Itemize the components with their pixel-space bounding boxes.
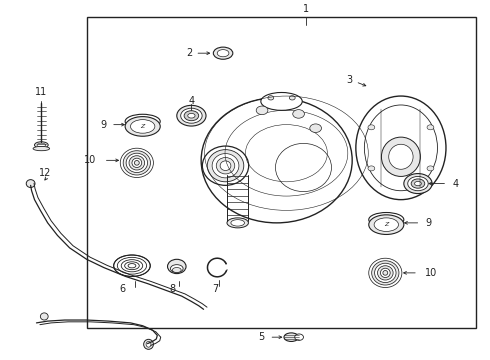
Ellipse shape xyxy=(129,156,145,170)
Ellipse shape xyxy=(231,220,245,226)
Ellipse shape xyxy=(184,111,199,121)
Ellipse shape xyxy=(117,257,147,274)
Ellipse shape xyxy=(120,148,153,177)
Text: 9: 9 xyxy=(100,120,106,130)
Circle shape xyxy=(289,96,295,100)
Ellipse shape xyxy=(227,218,248,228)
Ellipse shape xyxy=(125,117,160,136)
Ellipse shape xyxy=(404,174,432,194)
Ellipse shape xyxy=(146,342,151,347)
Ellipse shape xyxy=(372,261,399,285)
Text: 1: 1 xyxy=(303,4,309,14)
Circle shape xyxy=(310,124,321,132)
Circle shape xyxy=(293,110,304,118)
Ellipse shape xyxy=(369,212,404,227)
Ellipse shape xyxy=(380,268,390,278)
Ellipse shape xyxy=(134,161,139,165)
Ellipse shape xyxy=(132,158,142,167)
Ellipse shape xyxy=(188,113,195,118)
Ellipse shape xyxy=(171,265,183,273)
Text: 12: 12 xyxy=(39,168,51,178)
Ellipse shape xyxy=(201,98,352,223)
Text: 4: 4 xyxy=(188,96,195,107)
Ellipse shape xyxy=(124,262,139,270)
Circle shape xyxy=(368,125,375,130)
Ellipse shape xyxy=(33,147,49,151)
Ellipse shape xyxy=(212,154,239,178)
Circle shape xyxy=(256,106,268,114)
Ellipse shape xyxy=(389,144,413,169)
Ellipse shape xyxy=(114,255,150,276)
Ellipse shape xyxy=(261,93,302,111)
Text: Z: Z xyxy=(384,222,389,227)
Ellipse shape xyxy=(383,271,388,275)
Ellipse shape xyxy=(125,114,160,129)
Ellipse shape xyxy=(217,50,229,57)
Ellipse shape xyxy=(40,313,48,320)
Ellipse shape xyxy=(26,180,35,188)
Text: 8: 8 xyxy=(170,284,176,294)
Ellipse shape xyxy=(411,179,425,188)
Ellipse shape xyxy=(144,339,153,349)
Ellipse shape xyxy=(126,153,147,172)
Ellipse shape xyxy=(128,264,136,268)
Ellipse shape xyxy=(294,334,303,341)
Text: 2: 2 xyxy=(186,48,192,58)
Ellipse shape xyxy=(207,150,244,182)
Ellipse shape xyxy=(374,218,398,231)
Circle shape xyxy=(427,166,434,171)
Text: 10: 10 xyxy=(84,156,97,165)
Circle shape xyxy=(268,96,274,100)
Ellipse shape xyxy=(374,263,396,283)
Ellipse shape xyxy=(181,108,202,123)
Ellipse shape xyxy=(369,215,404,234)
Ellipse shape xyxy=(415,181,421,186)
Ellipse shape xyxy=(34,142,48,148)
Text: 6: 6 xyxy=(119,284,125,294)
Ellipse shape xyxy=(121,260,143,272)
Text: 10: 10 xyxy=(425,268,438,278)
Ellipse shape xyxy=(216,157,235,174)
Text: 9: 9 xyxy=(425,218,431,228)
Bar xyxy=(87,18,476,328)
Ellipse shape xyxy=(369,258,402,288)
Text: 7: 7 xyxy=(213,284,219,294)
Ellipse shape xyxy=(408,176,428,191)
Circle shape xyxy=(368,166,375,171)
Ellipse shape xyxy=(220,161,231,171)
Text: Z: Z xyxy=(141,123,145,129)
Ellipse shape xyxy=(356,96,446,200)
Ellipse shape xyxy=(377,266,393,280)
Circle shape xyxy=(427,125,434,130)
Ellipse shape xyxy=(172,267,181,273)
Ellipse shape xyxy=(177,105,206,126)
Ellipse shape xyxy=(213,47,233,59)
Text: 5: 5 xyxy=(258,332,265,342)
Ellipse shape xyxy=(202,146,248,185)
Ellipse shape xyxy=(130,120,155,133)
Ellipse shape xyxy=(284,333,298,342)
Ellipse shape xyxy=(168,259,186,274)
Text: 4: 4 xyxy=(452,179,458,189)
Ellipse shape xyxy=(123,151,150,175)
Ellipse shape xyxy=(37,143,46,147)
Ellipse shape xyxy=(381,137,420,176)
Text: 3: 3 xyxy=(347,75,353,85)
Text: 11: 11 xyxy=(35,87,48,98)
